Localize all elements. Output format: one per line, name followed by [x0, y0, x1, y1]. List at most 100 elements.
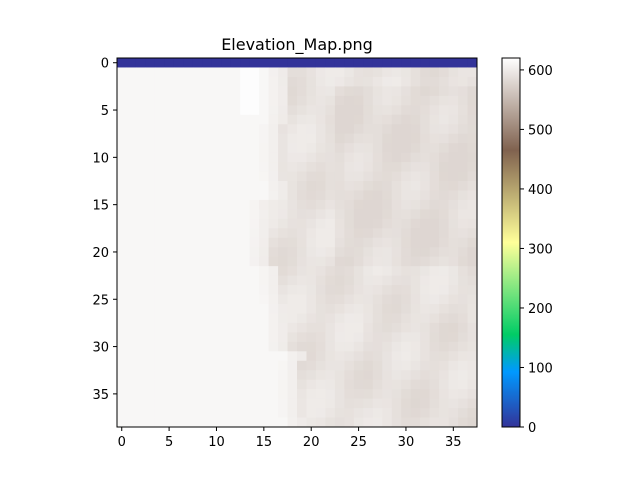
heatmap-cell — [287, 408, 298, 419]
heatmap-cell — [325, 152, 336, 163]
heatmap-cell — [183, 332, 194, 343]
heatmap-cell — [410, 313, 421, 324]
heatmap-cell — [344, 162, 355, 173]
heatmap-cell — [240, 58, 251, 68]
heatmap-cell — [183, 162, 194, 173]
heatmap-cell — [183, 114, 194, 125]
heatmap-cell — [117, 294, 127, 305]
heatmap-cell — [268, 370, 279, 381]
heatmap-cell — [249, 114, 260, 125]
heatmap-cell — [249, 76, 260, 87]
heatmap-cell — [363, 67, 374, 78]
heatmap-cell — [401, 76, 412, 87]
heatmap-cell — [448, 105, 459, 116]
heatmap-cell — [230, 171, 241, 182]
heatmap-cell — [135, 389, 146, 400]
heatmap-cell — [344, 256, 355, 267]
heatmap-cell — [192, 58, 203, 68]
heatmap-cell — [344, 266, 355, 277]
heatmap-cell — [439, 67, 450, 78]
heatmap-cell — [306, 332, 317, 343]
heatmap-cell — [391, 114, 402, 125]
heatmap-cell — [126, 398, 137, 409]
heatmap-cell — [173, 228, 184, 239]
heatmap-cell — [448, 237, 459, 248]
heatmap-cell — [287, 95, 298, 106]
heatmap-cell — [372, 171, 383, 182]
heatmap-cell — [297, 266, 307, 277]
heatmap-cell — [420, 190, 431, 201]
heatmap-cell — [259, 95, 270, 106]
heatmap-cell — [287, 417, 298, 428]
heatmap-cell — [429, 114, 440, 125]
heatmap-cell — [240, 417, 251, 428]
heatmap-cell — [135, 370, 146, 381]
heatmap-cell — [297, 67, 307, 78]
heatmap-cell — [240, 171, 251, 182]
heatmap-cell — [467, 218, 478, 229]
heatmap-cell — [287, 114, 298, 125]
heatmap-cell — [240, 341, 251, 352]
heatmap-cell — [211, 389, 222, 400]
heatmap-cell — [183, 218, 194, 229]
heatmap-cell — [145, 332, 156, 343]
heatmap-cell — [145, 218, 156, 229]
heatmap-cell — [363, 256, 374, 267]
heatmap-cell — [401, 313, 412, 324]
heatmap-cell — [372, 332, 383, 343]
heatmap-cell — [344, 351, 355, 362]
heatmap-cell — [135, 332, 146, 343]
heatmap-cell — [145, 143, 156, 154]
heatmap-cell — [334, 304, 345, 314]
heatmap-cell — [429, 199, 440, 210]
heatmap-cell — [439, 218, 450, 229]
heatmap-cell — [221, 105, 232, 116]
heatmap-cell — [249, 398, 260, 409]
heatmap-cell — [334, 105, 345, 116]
heatmap-cell — [353, 341, 364, 352]
heatmap-cell — [135, 209, 146, 220]
heatmap-cell — [429, 105, 440, 116]
heatmap-cell — [297, 190, 307, 201]
heatmap-cell — [211, 228, 222, 239]
heatmap-cell — [117, 237, 127, 248]
heatmap-cell — [363, 247, 374, 258]
heatmap-cell — [192, 162, 203, 173]
heatmap-cell — [372, 67, 383, 78]
heatmap-cell — [439, 209, 450, 220]
heatmap-cell — [192, 379, 203, 390]
heatmap-cell — [401, 294, 412, 305]
heatmap-cell — [297, 133, 307, 144]
heatmap-cell — [306, 152, 317, 163]
heatmap-cell — [249, 143, 260, 154]
heatmap-cell — [325, 398, 336, 409]
heatmap-cell — [173, 379, 184, 390]
heatmap-cell — [448, 58, 459, 68]
heatmap-cell — [230, 181, 241, 191]
heatmap-cell — [145, 162, 156, 173]
heatmap-cell — [353, 266, 364, 277]
heatmap-cell — [401, 171, 412, 182]
heatmap-cell — [135, 114, 146, 125]
heatmap-cell — [429, 171, 440, 182]
heatmap-cell — [259, 417, 270, 428]
heatmap-cell — [448, 86, 459, 97]
heatmap-cell — [145, 304, 156, 314]
heatmap-cell — [192, 285, 203, 296]
heatmap-cell — [410, 76, 421, 87]
heatmap-cell — [268, 322, 279, 333]
heatmap-cell — [154, 313, 165, 324]
heatmap-cell — [173, 237, 184, 248]
heatmap-cell — [315, 162, 326, 173]
heatmap-cell — [344, 209, 355, 220]
heatmap-cell — [211, 417, 222, 428]
heatmap-cell — [391, 275, 402, 286]
heatmap-cell — [135, 322, 146, 333]
heatmap-cell — [372, 95, 383, 106]
heatmap-cell — [173, 209, 184, 220]
heatmap-cell — [297, 360, 307, 371]
heatmap-cell — [391, 322, 402, 333]
heatmap-cell — [334, 351, 345, 362]
y-tick-label: 15 — [92, 199, 109, 214]
heatmap-cell — [287, 143, 298, 154]
